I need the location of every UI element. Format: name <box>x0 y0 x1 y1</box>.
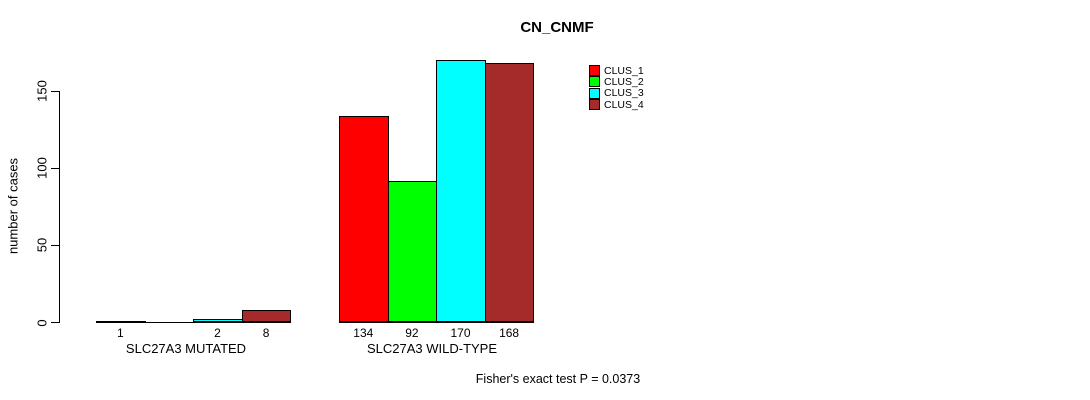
bar-value-label: 1 <box>116 326 124 340</box>
legend-label: CLUS_4 <box>604 98 644 111</box>
bar-clus_1-mutated <box>96 320 146 323</box>
bar-value-label: 8 <box>262 326 270 340</box>
fisher-test-annotation: Fisher's exact test P = 0.0373 <box>475 372 641 386</box>
legend-label: CLUS_3 <box>604 87 644 100</box>
zero-baseline <box>339 322 535 323</box>
y-tick-mark <box>51 90 60 92</box>
chart-title: CN_CNMF <box>520 19 594 36</box>
legend-swatch-clus_2 <box>589 76 600 88</box>
zero-baseline <box>96 322 292 323</box>
bar-clus_2-wild-type <box>387 180 438 323</box>
y-tick-label: 100 <box>34 157 50 180</box>
bar-clus_3-wild-type <box>436 60 486 323</box>
y-tick-label: 0 <box>34 318 50 327</box>
legend-label: CLUS_2 <box>604 75 644 88</box>
bar-value-label: 134 <box>353 326 374 340</box>
legend-swatch-clus_1 <box>589 65 600 77</box>
y-tick-mark <box>51 244 60 246</box>
legend-row: CLUS_4 <box>589 98 644 111</box>
y-tick-mark <box>51 322 60 323</box>
y-tick-label: 150 <box>34 80 50 102</box>
bar-value-label: 170 <box>450 326 471 340</box>
legend-swatch-clus_4 <box>589 99 600 111</box>
legend-row: CLUS_2 <box>589 75 644 88</box>
legend-label: CLUS_1 <box>604 64 644 77</box>
y-axis-title: number of cases <box>5 157 21 255</box>
group-label-wild-type: SLC27A3 WILD-TYPE <box>366 341 498 356</box>
bar-value-label: 2 <box>214 326 221 340</box>
bar-value-label: 92 <box>405 326 419 340</box>
y-tick-mark <box>51 167 60 169</box>
bar-value-label: 168 <box>499 326 520 340</box>
y-axis-line <box>59 91 60 323</box>
bar-clus_4-mutated <box>241 310 292 323</box>
legend-row: CLUS_1 <box>589 64 644 77</box>
group-label-mutated: SLC27A3 MUTATED <box>125 341 247 356</box>
legend: CLUS_1 CLUS_2 CLUS_3 CLUS_4 <box>589 64 644 111</box>
legend-swatch-clus_3 <box>589 87 600 99</box>
bar-clus_4-wild-type <box>484 63 535 323</box>
bar-clus_1-wild-type <box>339 115 389 323</box>
legend-row: CLUS_3 <box>589 87 644 100</box>
y-tick-label: 50 <box>34 238 50 253</box>
bar-clus_3-mutated <box>193 319 243 323</box>
